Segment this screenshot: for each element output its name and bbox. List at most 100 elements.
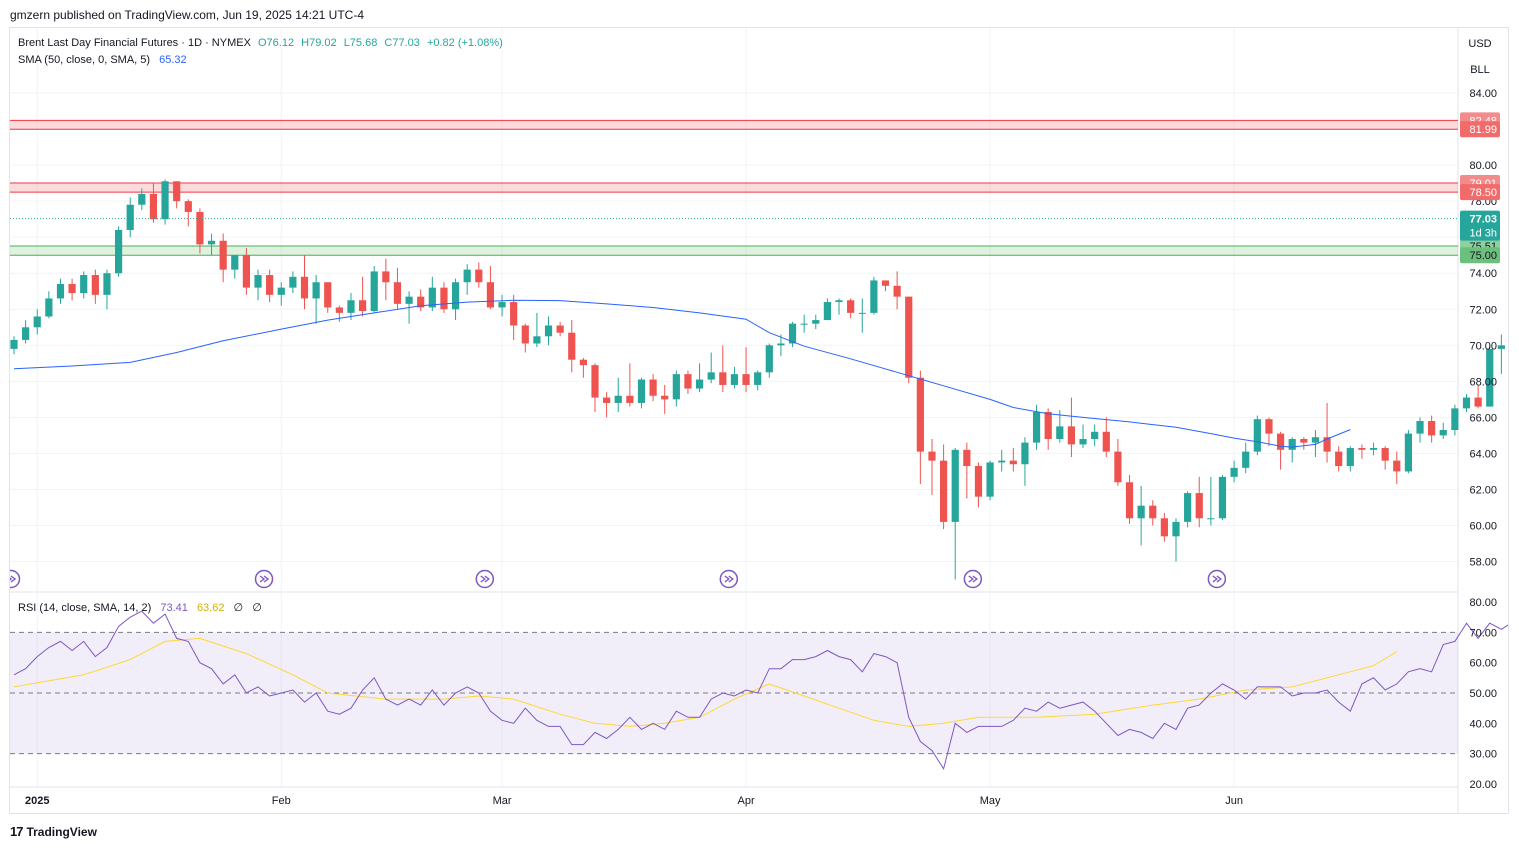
candle-body xyxy=(103,273,111,295)
candle-body xyxy=(463,269,471,283)
candle-body xyxy=(870,280,878,313)
legend-low: L75.68 xyxy=(344,37,378,49)
chart-canvas[interactable]: 58.00 60.00 62.00 64.00 66.00 68.00 70.00 72.00… xyxy=(1,28,1517,813)
candle-body xyxy=(1474,397,1482,407)
sma-line xyxy=(13,299,1351,448)
event-marker-icon[interactable] xyxy=(254,569,274,589)
candle-body xyxy=(1149,505,1157,519)
candle-body xyxy=(881,280,890,286)
time-tick-label: 2025 xyxy=(25,795,49,807)
last-price-badge-bg xyxy=(1460,210,1500,241)
rsi-legend[interactable]: RSI (14, close, SMA, 14, 2) 73.41 63.62 … xyxy=(18,602,262,614)
candle-body xyxy=(68,284,76,294)
candle xyxy=(1079,424,1087,449)
resistance-mid-zone[interactable] xyxy=(10,182,1458,193)
event-markers[interactable] xyxy=(1,569,1227,589)
candle-body xyxy=(1323,437,1331,452)
event-marker-arrow xyxy=(968,575,979,583)
candle-body xyxy=(998,460,1006,463)
candle xyxy=(1323,402,1331,463)
candle-body xyxy=(916,377,924,452)
candle-body xyxy=(33,316,41,328)
sma-legend-label: SMA (50, close, 0, SMA, 5) xyxy=(18,54,150,66)
candle-body xyxy=(1381,448,1389,461)
candle-body xyxy=(1230,467,1238,477)
candle-body xyxy=(359,300,367,312)
candle xyxy=(359,276,367,317)
event-marker-icon[interactable] xyxy=(719,569,739,589)
price-tick-label: 80.00 xyxy=(1469,160,1497,172)
candle-body xyxy=(788,323,797,344)
candle-body xyxy=(428,287,436,308)
time-axis[interactable]: 2025 Feb Mar Apr May Jun xyxy=(25,795,1243,807)
candle-body xyxy=(823,302,831,321)
rsi-ma-line xyxy=(13,637,1398,727)
event-marker-icon[interactable] xyxy=(1207,569,1227,589)
currency-button[interactable]: USD xyxy=(1468,38,1491,50)
candle-body xyxy=(661,395,669,400)
candle-body xyxy=(1021,442,1029,465)
footer[interactable]: 17 TradingView xyxy=(10,824,97,839)
candle-body xyxy=(10,339,18,349)
candle xyxy=(765,343,773,378)
candle-body xyxy=(1428,420,1436,436)
candle xyxy=(591,363,599,412)
support-zone[interactable] xyxy=(10,246,1458,256)
event-marker-icon[interactable] xyxy=(963,569,983,589)
candle xyxy=(1114,439,1122,486)
price-tick-label: 58.00 xyxy=(1469,557,1497,569)
candle-body xyxy=(173,181,181,202)
candle xyxy=(1160,512,1168,542)
candle xyxy=(603,392,611,418)
resistance-top-zone[interactable] xyxy=(10,120,1458,130)
candle xyxy=(510,294,518,340)
candles xyxy=(10,179,1517,580)
event-marker-arrow xyxy=(259,575,270,583)
candle-body xyxy=(1207,518,1215,520)
candle xyxy=(1195,476,1203,528)
candle xyxy=(1428,415,1436,443)
rsi-tick-label: 30.00 xyxy=(1469,749,1497,761)
candle xyxy=(870,276,878,315)
chart-frame[interactable]: 58.00 60.00 62.00 64.00 66.00 68.00 70.00 72.00… xyxy=(1,27,1517,814)
badge-bg xyxy=(1460,121,1500,138)
candle xyxy=(614,377,622,412)
event-marker-icon[interactable] xyxy=(475,569,495,589)
price-tick-label: 72.00 xyxy=(1469,304,1497,316)
candle-body xyxy=(1486,348,1494,407)
candle xyxy=(1230,460,1238,483)
candle xyxy=(649,374,657,402)
candle xyxy=(498,294,506,317)
candle xyxy=(940,444,948,530)
zones[interactable] xyxy=(10,119,1458,256)
event-marker-icon[interactable] xyxy=(1,569,21,589)
candle-body xyxy=(347,300,355,313)
candle-body xyxy=(835,300,843,303)
rsi-tick-label: 60.00 xyxy=(1469,658,1497,670)
candle xyxy=(1172,518,1180,562)
tradingview-logo-icon: 17 xyxy=(10,824,24,839)
candle xyxy=(916,370,924,485)
price-badge-resistance_mid_low: 78.50 xyxy=(1460,184,1500,201)
candle xyxy=(289,271,297,294)
candle-body xyxy=(893,285,901,297)
candle-body xyxy=(219,240,227,270)
unit-button[interactable]: BLL xyxy=(1470,64,1490,76)
sma-legend[interactable]: SMA (50, close, 0, SMA, 5) 65.32 xyxy=(18,54,187,66)
candle xyxy=(998,449,1006,472)
sma-legend-value: 65.32 xyxy=(159,54,187,66)
candle-body xyxy=(138,193,146,205)
candle xyxy=(893,271,901,310)
candle-body xyxy=(393,282,402,304)
legend-high: H79.02 xyxy=(301,37,336,49)
candle xyxy=(1242,442,1250,474)
candle-body xyxy=(1195,493,1203,519)
candle-body xyxy=(951,449,959,522)
rsi-axis[interactable]: 20.00 30.00 40.00 50.00 60.00 70.00 80.00 xyxy=(1469,597,1497,791)
candle xyxy=(579,357,587,378)
price-tick-label: 68.00 xyxy=(1469,376,1497,388)
price-axis[interactable]: 58.00 60.00 62.00 64.00 66.00 68.00 70.00 72.00… xyxy=(1469,88,1497,569)
candle xyxy=(417,289,425,312)
candle-body xyxy=(568,332,576,360)
